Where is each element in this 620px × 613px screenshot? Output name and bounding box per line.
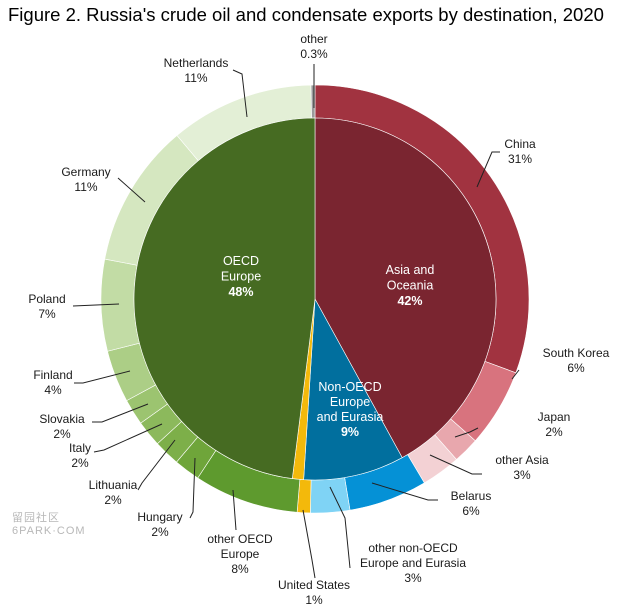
label-south-korea-line: South Korea (543, 346, 610, 360)
label-japan-line: Japan (538, 410, 571, 424)
label-hungary-line: 2% (151, 525, 169, 539)
leader-lines (72, 64, 520, 579)
leader-line (232, 489, 237, 531)
label-germany-line: Germany (61, 165, 110, 179)
label-germany-line: 11% (74, 180, 97, 194)
leader-line (117, 177, 146, 203)
label-poland-line: 7% (38, 307, 56, 321)
leader-line (232, 69, 248, 118)
leader-line (476, 151, 500, 188)
chart-title: Figure 2. Russia's crude oil and condens… (8, 4, 604, 25)
label-finland-line: Finland (33, 368, 72, 382)
leader-line (329, 486, 351, 569)
leader-line (74, 370, 131, 384)
label-hungary-line: Hungary (137, 510, 182, 524)
label-germany: Germany 11% (61, 165, 110, 194)
inner-ring (133, 117, 497, 481)
label-nonoecd-line: 9% (341, 425, 359, 439)
leader-line (137, 439, 176, 491)
label-oecd: OECD Europe 48% (221, 254, 261, 299)
label-belarus-line: 6% (462, 504, 480, 518)
label-other-asia-line: 3% (513, 468, 531, 482)
leader-line (93, 423, 163, 453)
outer-ring (100, 84, 530, 514)
label-other-oecd: other OECD Europe 8% (207, 532, 273, 576)
label-lithuania-line: Lithuania (89, 478, 138, 492)
label-lithuania-line: 2% (104, 493, 122, 507)
label-nonoecd-line: and Eurasia (317, 410, 384, 424)
label-china-line: China (504, 137, 536, 151)
label-china-line: 31% (508, 152, 532, 166)
label-oecd-line: OECD (223, 254, 259, 268)
leader-line (92, 403, 149, 423)
label-belarus: Belarus 6% (451, 489, 492, 518)
inner-slice-asia-and-oceania (314, 117, 497, 459)
leader-line (189, 457, 196, 519)
inner-slice-non-oecd-europe-and-eurasia (303, 297, 403, 481)
outer-slice-poland (100, 258, 140, 352)
label-asia-line: 42% (397, 294, 422, 308)
leader-line (302, 509, 316, 579)
label-finland: Finland 4% (33, 368, 72, 397)
leader-line (429, 454, 482, 475)
label-united-states: United States 1% (278, 578, 350, 607)
label-other-asia-line: other Asia (495, 453, 549, 467)
label-lithuania: Lithuania 2% (89, 478, 138, 507)
label-slovakia-line: 2% (53, 427, 71, 441)
label-netherlands-line: 11% (184, 71, 207, 85)
label-other-asia: other Asia 3% (495, 453, 549, 482)
slice-labels: Asia and Oceania 42%OECD Europe 48%Non-OECD E… (28, 32, 609, 607)
leader-line (72, 303, 120, 307)
label-finland-line: 4% (44, 383, 62, 397)
label-other-non-oecd: other non-OECD Europe and Eurasia 3% (360, 541, 466, 585)
label-italy-line: Italy (69, 441, 91, 455)
label-other-oecd-line: 8% (231, 562, 249, 576)
label-oecd-line: 48% (228, 285, 253, 299)
label-poland: Poland 7% (28, 292, 65, 321)
watermark-line-2: 6PARK·COM (12, 525, 86, 537)
label-asia-line: Asia and (386, 263, 435, 277)
label-other-non-oecd-line: 3% (404, 571, 422, 585)
label-china: China 31% (504, 137, 536, 166)
label-asia-line: Oceania (387, 279, 434, 293)
label-other-non-oecd-line: other non-OECD (368, 541, 458, 555)
label-other: other 0.3% (300, 32, 328, 61)
label-belarus-line: Belarus (451, 489, 492, 503)
label-italy-line: 2% (71, 456, 89, 470)
label-italy: Italy 2% (69, 441, 91, 470)
label-japan: Japan 2% (538, 410, 571, 439)
watermark: 留园社区 6PARK·COM (12, 512, 86, 538)
label-other-line: other (300, 32, 327, 46)
label-united-states-line: 1% (305, 593, 323, 607)
label-netherlands-line: Netherlands (164, 56, 229, 70)
label-south-korea: South Korea 6% (543, 346, 610, 375)
inner-slice-oecd-europe (133, 117, 316, 479)
label-other-non-oecd-line: Europe and Eurasia (360, 556, 466, 570)
label-other-oecd-line: other OECD (207, 532, 273, 546)
label-asia: Asia and Oceania 42% (386, 263, 435, 308)
label-nonoecd-line: Europe (330, 395, 370, 409)
watermark-line-1: 留园社区 (12, 512, 60, 524)
label-other-line: 0.3% (300, 47, 328, 61)
label-netherlands: Netherlands 11% (164, 56, 229, 85)
outer-slice-other-non-oecd-europe-and-eurasia (310, 477, 351, 514)
label-slovakia: Slovakia 2% (39, 412, 85, 441)
label-hungary: Hungary 2% (137, 510, 182, 539)
label-slovakia-line: Slovakia (39, 412, 85, 426)
label-oecd-line: Europe (221, 270, 261, 284)
label-other-oecd-line: Europe (221, 547, 260, 561)
leader-line (454, 427, 479, 438)
label-japan-line: 2% (545, 425, 563, 439)
label-nonoecd-line: Non-OECD (318, 380, 381, 394)
leader-line (371, 482, 438, 501)
leader-line (511, 369, 520, 380)
label-united-states-line: United States (278, 578, 350, 592)
label-south-korea-line: 6% (567, 361, 585, 375)
label-nonoecd: Non-OECD Europe and Eurasia 9% (317, 380, 384, 439)
label-poland-line: Poland (28, 292, 65, 306)
